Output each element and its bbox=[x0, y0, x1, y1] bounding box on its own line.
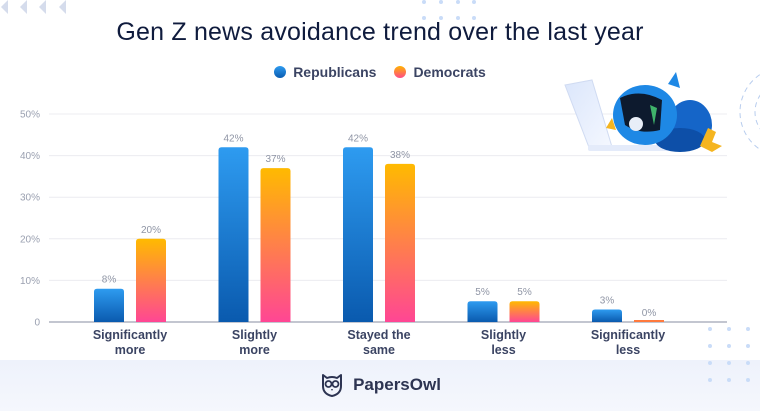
y-tick-label: 20% bbox=[20, 234, 40, 245]
owl-beak bbox=[606, 118, 616, 130]
category-label: less bbox=[491, 343, 515, 357]
decorative-arrows-icon bbox=[1, 0, 66, 14]
value-label: 20% bbox=[141, 225, 161, 236]
bar-republicans bbox=[343, 147, 373, 322]
owl-ear bbox=[668, 72, 680, 88]
y-tick-label: 0 bbox=[34, 318, 40, 329]
category-label: more bbox=[239, 343, 270, 357]
category-label: Stayed the bbox=[347, 328, 410, 342]
value-label: 0% bbox=[642, 308, 657, 319]
decorative-dots-top-icon bbox=[422, 0, 476, 20]
legend-swatch-republicans bbox=[274, 66, 287, 78]
chart-legend: Republicans Democrats bbox=[0, 64, 760, 80]
category-label: more bbox=[115, 343, 146, 357]
bar-democrats bbox=[385, 163, 415, 322]
y-tick-label: 30% bbox=[20, 193, 40, 204]
category-label: same bbox=[363, 343, 395, 357]
bar-democrats bbox=[634, 320, 664, 322]
value-label: 5% bbox=[475, 287, 490, 298]
owl-laptop-illustration bbox=[564, 72, 722, 152]
value-label: 42% bbox=[223, 133, 243, 144]
category-label: less bbox=[616, 343, 640, 357]
value-label: 42% bbox=[348, 133, 368, 144]
category-label: Significantly bbox=[591, 328, 665, 342]
value-label: 8% bbox=[102, 275, 117, 286]
value-label: 38% bbox=[390, 150, 410, 161]
y-tick-label: 50% bbox=[20, 110, 40, 121]
category-label: Significantly bbox=[93, 328, 167, 342]
laptop-base bbox=[588, 145, 668, 151]
chart-title: Gen Z news avoidance trend over the last… bbox=[116, 18, 644, 46]
bar-republicans bbox=[218, 147, 249, 322]
bar-democrats bbox=[260, 168, 291, 322]
legend-swatch-democrats bbox=[394, 66, 407, 78]
y-tick-label: 10% bbox=[20, 276, 40, 287]
laptop-screen bbox=[564, 79, 613, 151]
value-label: 3% bbox=[600, 296, 615, 307]
owl-foot bbox=[700, 128, 722, 152]
owl-eye-accent bbox=[650, 105, 657, 125]
brand-logo: PapersOwl bbox=[0, 372, 760, 398]
bar-republicans bbox=[592, 309, 622, 322]
legend-item-democrats: Democrats bbox=[394, 64, 486, 80]
decorative-circle-inner bbox=[754, 94, 760, 130]
owl-eye bbox=[629, 117, 643, 131]
category-label: Slightly bbox=[481, 328, 526, 342]
footer-band bbox=[0, 360, 760, 411]
legend-label-republicans: Republicans bbox=[293, 64, 377, 80]
bar-republicans bbox=[94, 288, 124, 322]
owl-logo-icon bbox=[322, 374, 343, 397]
decorative-dots-bottom-icon bbox=[708, 327, 750, 382]
bar-republicans bbox=[467, 301, 498, 322]
value-label: 37% bbox=[265, 154, 285, 165]
legend-label-democrats: Democrats bbox=[413, 64, 486, 80]
bar-democrats bbox=[136, 238, 166, 322]
decorative-circle-outer bbox=[739, 73, 760, 151]
y-tick-label: 40% bbox=[20, 151, 40, 162]
legend-item-republicans: Republicans bbox=[274, 64, 376, 80]
brand-name: PapersOwl bbox=[353, 375, 441, 394]
value-label: 5% bbox=[517, 287, 532, 298]
category-label: Slightly bbox=[232, 328, 277, 342]
bar-democrats bbox=[509, 301, 540, 322]
